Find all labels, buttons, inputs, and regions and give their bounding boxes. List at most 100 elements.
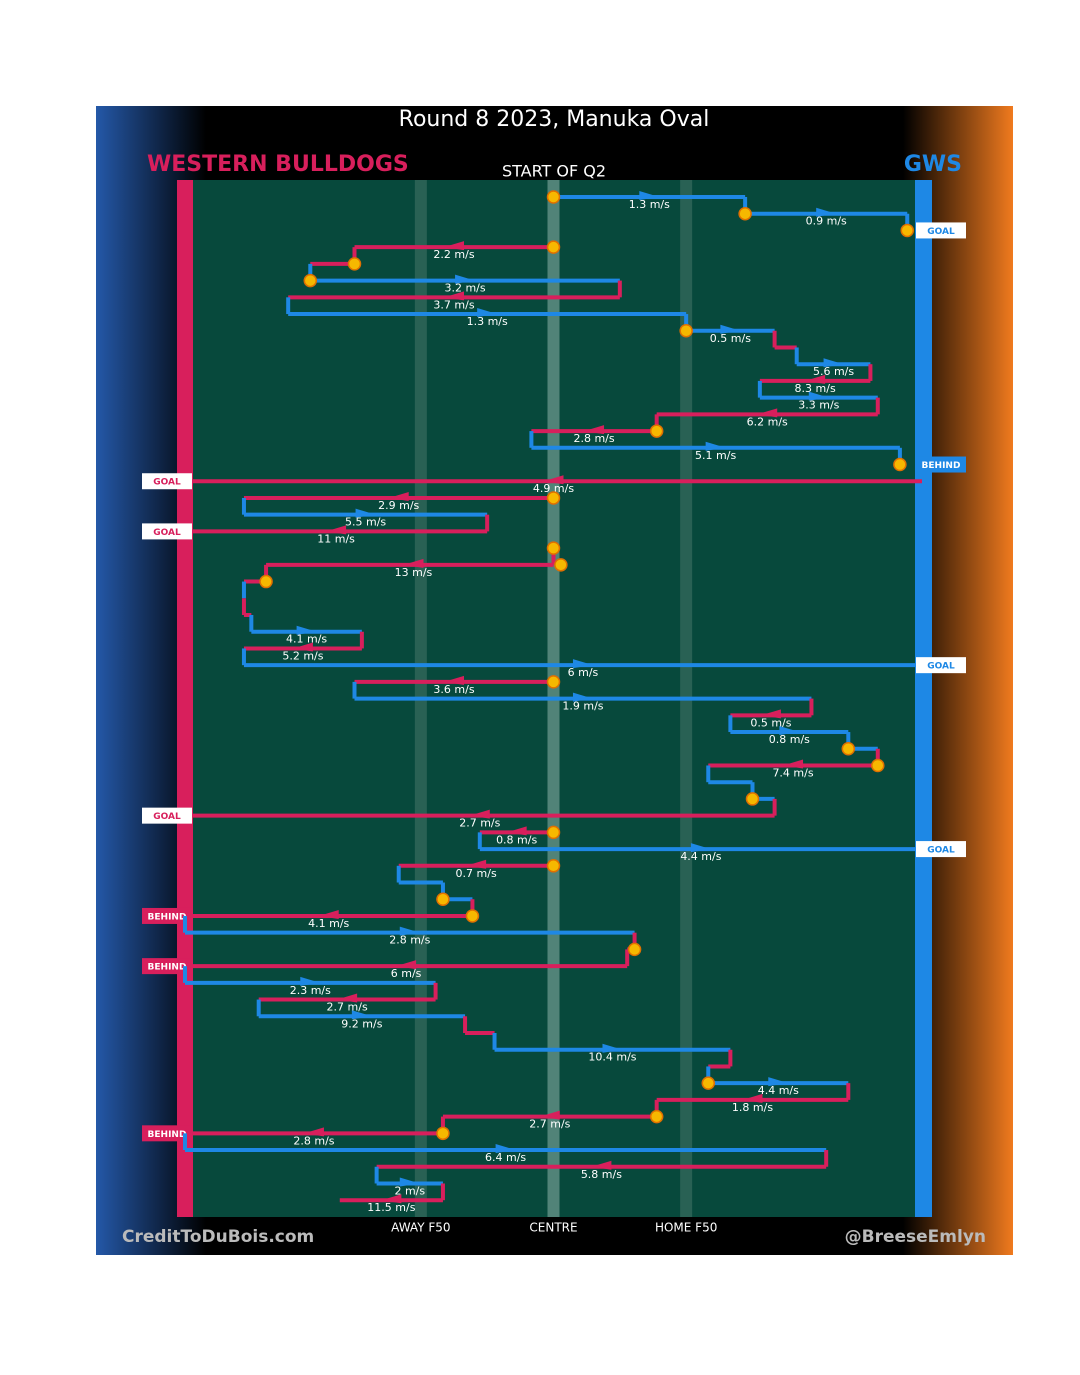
plot: AWAY F50 CENTRE HOME F50 1.3 m/s 0.9 m/s GOAL… bbox=[142, 180, 966, 1235]
direction-arrow bbox=[805, 374, 826, 384]
speed-label: 4.1 m/s bbox=[308, 917, 349, 930]
possession-marker bbox=[546, 491, 561, 505]
possession-marker bbox=[627, 942, 642, 957]
goal-line bbox=[915, 180, 932, 1217]
goal-line bbox=[177, 180, 193, 1217]
possession-marker bbox=[679, 324, 693, 338]
result-box bbox=[916, 657, 966, 674]
direction-arrow bbox=[469, 809, 490, 819]
direction-arrow bbox=[396, 960, 417, 970]
possession-marker bbox=[554, 558, 568, 572]
speed-label: 3.6 m/s bbox=[433, 683, 474, 696]
direction-arrow bbox=[768, 1077, 789, 1087]
possession-marker bbox=[465, 909, 480, 923]
result-label: GOAL bbox=[927, 846, 955, 856]
speed-label: 3.2 m/s bbox=[444, 282, 485, 295]
result-box bbox=[916, 222, 966, 239]
direction-arrow bbox=[779, 726, 800, 736]
possession-marker bbox=[893, 457, 907, 472]
possession-marker bbox=[303, 273, 318, 288]
speed-label: 6 m/s bbox=[391, 967, 422, 980]
direction-arrow bbox=[444, 675, 465, 685]
direction-arrow bbox=[742, 1093, 763, 1103]
direction-arrow bbox=[296, 625, 317, 635]
direction-arrow bbox=[584, 425, 605, 435]
speed-label: 1.3 m/s bbox=[629, 198, 670, 211]
possession-marker bbox=[546, 190, 561, 204]
possession-marker bbox=[259, 574, 273, 589]
direction-arrow bbox=[326, 525, 347, 535]
direction-arrow bbox=[444, 291, 465, 301]
speed-label: 9.2 m/s bbox=[341, 1017, 382, 1030]
direction-arrow bbox=[300, 976, 321, 986]
possession-marker bbox=[546, 859, 561, 873]
possession-marker bbox=[738, 206, 752, 221]
speed-label: 5.2 m/s bbox=[282, 649, 323, 662]
result-label: GOAL bbox=[153, 478, 181, 488]
speed-label: 4.1 m/s bbox=[286, 633, 327, 646]
speed-label: 2.2 m/s bbox=[433, 248, 474, 261]
direction-arrow bbox=[720, 324, 741, 334]
speed-label: 0.5 m/s bbox=[710, 332, 751, 345]
speed-label: 0.5 m/s bbox=[750, 716, 791, 729]
possession-marker bbox=[900, 223, 915, 238]
direction-arrow bbox=[303, 1127, 324, 1137]
direction-arrow bbox=[399, 926, 420, 936]
direction-arrow bbox=[760, 709, 781, 719]
direction-arrow bbox=[690, 843, 711, 853]
speed-label: 2.7 m/s bbox=[327, 1001, 368, 1014]
speed-label: 0.9 m/s bbox=[806, 215, 847, 228]
speed-label: 5.5 m/s bbox=[345, 516, 386, 529]
credit: CreditToDuBois.com bbox=[122, 1227, 314, 1247]
possession-marker bbox=[546, 240, 561, 254]
direction-arrow bbox=[639, 191, 660, 200]
result-box bbox=[142, 473, 192, 490]
speed-label: 2.3 m/s bbox=[290, 984, 331, 997]
result-label: GOAL bbox=[153, 812, 181, 822]
x-tick-label: CENTRE bbox=[529, 1221, 577, 1235]
speed-label: 0.8 m/s bbox=[496, 833, 537, 846]
result-box bbox=[142, 807, 192, 824]
team-name: WESTERN BULLDOGS bbox=[147, 152, 409, 177]
result-label: BEHIND bbox=[148, 1130, 187, 1140]
speed-label: 3.3 m/s bbox=[798, 399, 839, 412]
direction-arrow bbox=[355, 508, 376, 518]
possession-marker bbox=[745, 792, 760, 806]
speed-label: 0.8 m/s bbox=[769, 733, 810, 746]
speed-label: 2.9 m/s bbox=[378, 499, 419, 512]
direction-arrow bbox=[757, 408, 778, 418]
x-tick-label: AWAY F50 bbox=[391, 1221, 450, 1235]
result-label: BEHIND bbox=[148, 963, 187, 973]
result-label: GOAL bbox=[153, 528, 181, 538]
result-box bbox=[142, 907, 192, 924]
direction-arrow bbox=[292, 642, 313, 652]
direction-arrow bbox=[381, 1194, 402, 1204]
speed-label: 1.3 m/s bbox=[467, 315, 508, 328]
speed-label: 6 m/s bbox=[568, 666, 599, 679]
chart-title: Round 8 2023, Manuka Oval bbox=[399, 107, 710, 132]
result-box bbox=[142, 523, 192, 540]
result-box bbox=[916, 456, 966, 473]
subtitle: START OF Q2 bbox=[502, 162, 606, 181]
direction-arrow bbox=[351, 1010, 372, 1020]
possession-marker bbox=[649, 424, 664, 438]
direction-arrow bbox=[572, 692, 593, 702]
speed-label: 3.7 m/s bbox=[433, 298, 474, 311]
possession-marker bbox=[347, 257, 362, 271]
result-box bbox=[142, 1125, 192, 1142]
speed-label: 8.3 m/s bbox=[795, 382, 836, 395]
result-label: GOAL bbox=[927, 227, 955, 237]
speed-label: 1.8 m/s bbox=[732, 1101, 773, 1114]
possession-marker bbox=[546, 541, 561, 555]
direction-arrow bbox=[816, 207, 837, 217]
possession-marker bbox=[546, 675, 561, 689]
speed-label: 2.7 m/s bbox=[529, 1118, 570, 1131]
direction-arrow bbox=[455, 274, 476, 284]
direction-arrow bbox=[602, 1043, 623, 1053]
credit: @BreeseEmlyn bbox=[845, 1227, 986, 1247]
direction-arrow bbox=[808, 391, 829, 401]
direction-arrow bbox=[705, 441, 726, 451]
direction-arrow bbox=[495, 1144, 516, 1154]
speed-label: 10.4 m/s bbox=[588, 1051, 636, 1064]
